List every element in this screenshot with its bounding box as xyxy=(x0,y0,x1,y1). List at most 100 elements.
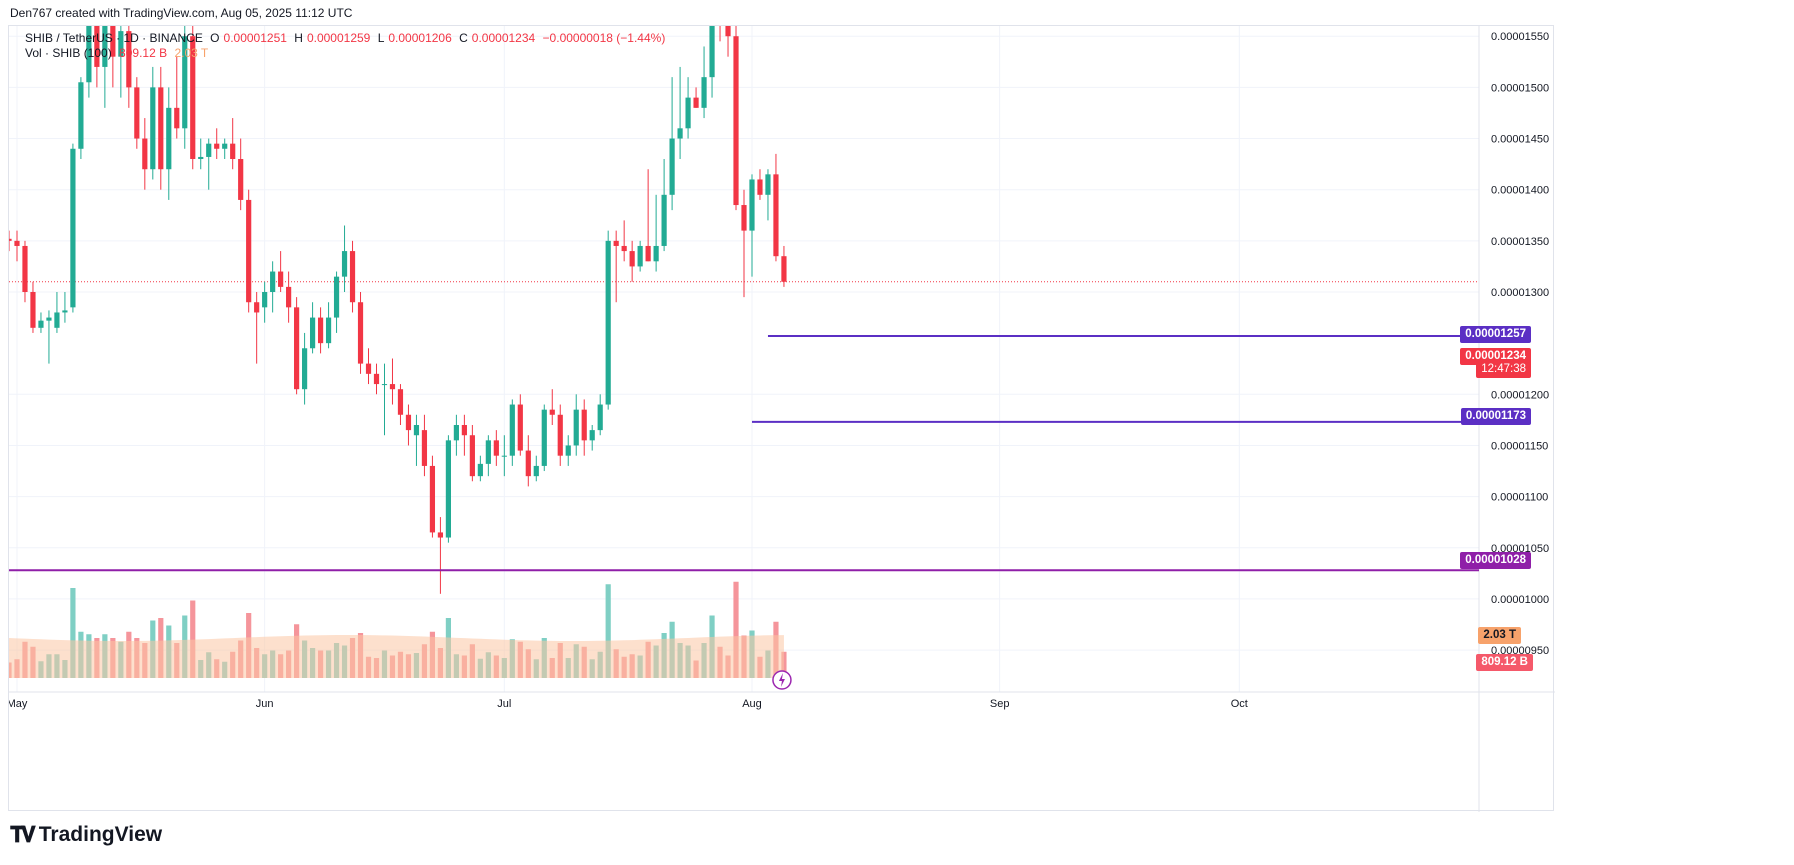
price-tick-label: 0.00001050 xyxy=(1491,543,1549,555)
close-value: 0.00001234 xyxy=(471,31,536,45)
candle-body xyxy=(437,532,444,538)
candle-body xyxy=(653,245,659,262)
price-tick-label: 0.00001350 xyxy=(1491,236,1549,248)
candle-body xyxy=(174,107,180,129)
candle-body xyxy=(126,31,132,88)
time-tick-label: Aug xyxy=(742,698,762,710)
volume-bar xyxy=(190,600,196,678)
candle-body xyxy=(294,307,300,390)
candle-body xyxy=(254,302,260,313)
candle-body xyxy=(389,384,396,390)
candle-body xyxy=(166,107,172,170)
candle-body xyxy=(46,317,52,321)
candle-body xyxy=(94,26,100,67)
price-tick-label: 0.00001400 xyxy=(1491,185,1549,197)
candle-body xyxy=(477,463,483,477)
open-label: O xyxy=(210,31,220,45)
high-value: 0.00001259 xyxy=(306,31,371,45)
candle-body xyxy=(517,404,523,451)
tradingview-brand[interactable]: 𝐓𝐕 TradingView xyxy=(10,822,162,848)
candle-body xyxy=(469,435,475,477)
candle-body xyxy=(214,143,220,149)
symbol-name[interactable]: SHIB / TetherUS · 1D · BINANCE xyxy=(25,31,203,45)
candle-body xyxy=(565,445,571,456)
candle-body xyxy=(501,455,507,457)
candle-body xyxy=(78,82,84,149)
price-tick-label: 0.00001500 xyxy=(1491,82,1549,94)
candle-body xyxy=(373,373,380,385)
candle-body xyxy=(381,384,388,386)
volume-bar xyxy=(605,584,611,678)
tv-logo-icon: 𝐓𝐕 xyxy=(10,822,36,847)
volume-legend: Vol · SHIB (100) 809.12 B 2.03 T xyxy=(25,46,212,60)
candle-body xyxy=(118,31,124,57)
candle-body xyxy=(661,194,667,246)
candle-body xyxy=(357,302,364,364)
candle-body xyxy=(413,425,420,436)
chart-frame[interactable]: 0.00001550 0.00001500 0.00001450 0.00001400… xyxy=(8,25,1555,812)
major-support-price-tag: 0.00001028 xyxy=(1460,552,1531,569)
candle-body xyxy=(749,179,755,231)
candle-body xyxy=(461,425,467,436)
volume-bar xyxy=(70,588,76,678)
last-price-tag: 0.00001234 xyxy=(1460,348,1531,365)
resistance-price-tag: 0.00001257 xyxy=(1460,326,1531,343)
candle-body xyxy=(302,348,308,390)
volume-bar xyxy=(733,581,739,678)
candle-body xyxy=(709,26,715,78)
price-tick-label: 0.00001300 xyxy=(1491,287,1549,299)
candle-body xyxy=(70,148,76,308)
candle-body xyxy=(453,425,459,441)
candle-body xyxy=(246,199,252,303)
candle-body xyxy=(741,205,747,231)
candle-body xyxy=(62,310,68,313)
candle-body xyxy=(325,317,332,344)
volume-label[interactable]: Vol · SHIB (100) xyxy=(25,46,112,60)
candle-body xyxy=(541,409,547,466)
volume-ma-value: 2.03 T xyxy=(174,46,209,60)
brand-name: TradingView xyxy=(38,823,163,846)
price-tick-label: 0.00001150 xyxy=(1491,440,1548,452)
candle-body xyxy=(230,143,236,159)
candle-body xyxy=(349,251,356,303)
low-label: L xyxy=(377,31,385,45)
candle-body xyxy=(262,292,268,308)
candle-body xyxy=(757,179,763,195)
candle-body xyxy=(725,26,731,37)
candle-body xyxy=(38,320,44,328)
candle-body xyxy=(597,404,603,431)
time-tick-label: Jul xyxy=(497,698,511,710)
candle-body xyxy=(781,256,787,282)
candle-body xyxy=(142,138,148,170)
high-label: H xyxy=(294,31,303,45)
candle-body xyxy=(278,271,284,287)
candle-body xyxy=(397,389,404,415)
candle-body xyxy=(637,245,643,267)
price-tick-label: 0.00001450 xyxy=(1491,134,1549,146)
price-tick-label: 0.00001200 xyxy=(1491,389,1549,401)
price-tick-label: 0.00001100 xyxy=(1491,492,1548,504)
candle-body xyxy=(685,97,691,129)
candle-body xyxy=(733,36,739,206)
candle-body xyxy=(677,128,683,139)
candle-body xyxy=(309,317,316,349)
candle-body xyxy=(190,36,196,159)
candle-body xyxy=(222,143,228,149)
candle-body xyxy=(421,430,428,466)
volume-last-tag: 809.12 B xyxy=(1476,654,1533,671)
candle-body xyxy=(589,430,595,441)
open-value: 0.00001251 xyxy=(223,31,287,45)
time-tick-label: Oct xyxy=(1231,698,1248,710)
time-tick-label: Sep xyxy=(990,698,1010,710)
volume-ma-tag: 2.03 T xyxy=(1478,627,1521,644)
price-chart[interactable]: 0.00001550 0.00001500 0.00001450 0.00001400… xyxy=(9,26,1555,812)
candle-body xyxy=(509,404,515,456)
candle-body xyxy=(701,77,707,108)
volume-ma-area xyxy=(9,635,784,678)
candle-body xyxy=(429,465,436,533)
candle-body xyxy=(14,240,20,246)
candle-body xyxy=(286,286,292,308)
candle-body xyxy=(669,138,675,195)
candle-body xyxy=(485,440,491,464)
candle-body xyxy=(573,409,579,446)
